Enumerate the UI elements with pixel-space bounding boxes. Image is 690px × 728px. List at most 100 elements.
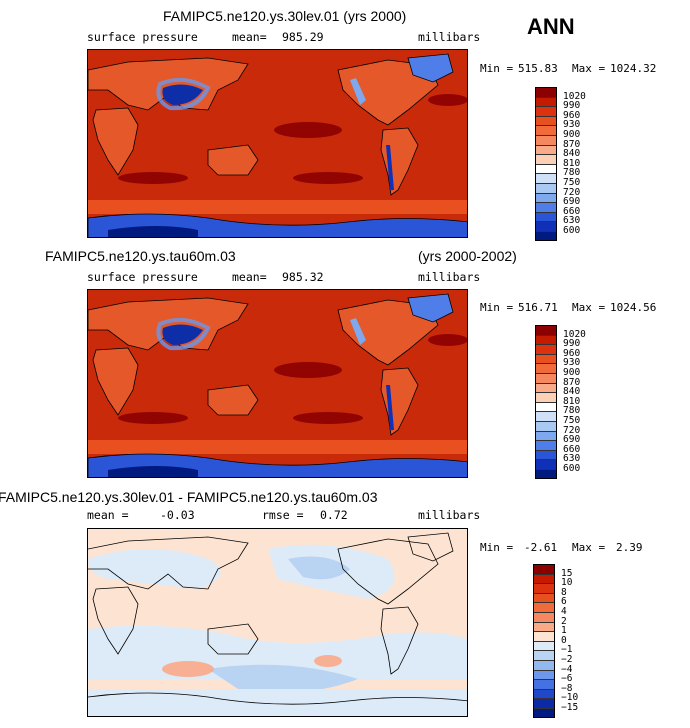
season-label: ANN: [527, 14, 575, 39]
panel3-map: [87, 528, 468, 717]
colorbar-swatch: [533, 564, 555, 574]
colorbar-swatch: [535, 87, 557, 97]
colorbar-tick-label: 1020: [563, 328, 586, 340]
colorbar-tick-label: 660: [563, 443, 581, 455]
panel3-rmse-label: rmse =: [262, 508, 304, 522]
coast-greenland: [407, 532, 454, 562]
panel3-title: FAMIPC5.ne120.ys.30lev.01 - FAMIPC5.ne12…: [0, 489, 378, 505]
colorbar-swatch: [533, 660, 555, 670]
panel2-map-svg: [88, 290, 467, 477]
panel1-mean-value: 985.29: [282, 30, 324, 44]
colorbar-swatch: [535, 96, 557, 107]
southern-ocean-low: [88, 200, 467, 214]
colorbar-tick-label: 900: [563, 367, 581, 378]
colorbar-swatch: [535, 202, 557, 212]
colorbar-tick-label: 1020: [563, 90, 586, 102]
colorbar-swatch: [535, 430, 557, 441]
colorbar-tick-label: 840: [563, 386, 581, 398]
australia-land: [207, 144, 259, 176]
colorbar-swatch: [535, 192, 557, 203]
panel2-mean-label: mean=: [232, 270, 267, 284]
subtropical-high-pacific: [274, 122, 342, 138]
colorbar-tick-label: 660: [563, 205, 581, 217]
colorbar-swatch: [533, 621, 555, 632]
coast-eurasia: [88, 536, 249, 590]
panel2-years: (yrs 2000-2002): [418, 248, 517, 264]
panel2-min-value: 516.71: [518, 301, 558, 314]
colorbar-swatch: [535, 469, 557, 479]
tibet-plateau: [162, 324, 203, 345]
panel3-mean-label: mean =: [87, 508, 129, 522]
colorbar-swatch: [533, 708, 555, 718]
tibet-rim: [156, 77, 211, 111]
colorbar-swatch: [535, 401, 557, 412]
subtropical-high-south-pacific: [293, 412, 363, 424]
colorbar-frame: [535, 325, 557, 479]
colorbar-swatch: [533, 592, 555, 603]
subtropical-high-atlantic: [428, 334, 467, 346]
colorbar-swatch: [535, 154, 557, 164]
colorbar-tick-label: 930: [563, 357, 581, 369]
diff-negative-antarctic: [88, 689, 467, 716]
colorbar-swatch: [535, 363, 557, 373]
colorbar-swatch: [535, 449, 557, 460]
colorbar-frame: [535, 87, 557, 241]
colorbar-tick-label: 10: [561, 577, 573, 589]
rockies: [350, 78, 366, 105]
colorbar-swatch: [535, 344, 557, 354]
diff-negative-npacific-core: [288, 556, 350, 580]
panel3-map-svg: [88, 529, 467, 716]
colorbar-swatch: [535, 211, 557, 222]
panel1-max-value: 1024.32: [610, 62, 657, 75]
north-america-land: [337, 299, 439, 366]
africa-land: [92, 107, 139, 176]
colorbar-tick-label: 630: [563, 215, 581, 227]
andes: [386, 385, 394, 430]
australia-land: [207, 384, 259, 416]
panel1-mean-label: mean=: [232, 30, 267, 44]
panel1-min-label: Min =: [480, 62, 514, 75]
colorbar-swatch: [535, 106, 557, 116]
panel3-min-label: Min =: [480, 541, 514, 554]
colorbar-tick-label: 780: [563, 405, 581, 417]
colorbar-tick-label: −15: [561, 702, 579, 713]
greenland-land: [407, 293, 454, 323]
colorbar-tick-label: 720: [563, 424, 581, 436]
subtropical-high-indian: [118, 412, 188, 424]
colorbar-tick-label: 15: [561, 567, 573, 579]
panel2-title: FAMIPC5.ne120.ys.tau60m.03: [45, 248, 236, 264]
panel1-min-value: 515.83: [518, 62, 558, 75]
colorbar-swatch: [533, 688, 555, 699]
colorbar-swatch: [533, 640, 555, 651]
colorbar-tick-label: 720: [563, 186, 581, 198]
africa-land: [92, 347, 139, 416]
colorbar-tick-label: 780: [563, 167, 581, 179]
coast-north-america: [337, 538, 439, 605]
colorbar-swatch: [535, 325, 557, 335]
colorbar-tick-label: 750: [563, 415, 581, 426]
colorbar-swatch: [535, 382, 557, 393]
colorbar-swatch: [533, 612, 555, 622]
colorbar-tick-label: 900: [563, 129, 581, 140]
colorbar-tick-label: 630: [563, 453, 581, 465]
colorbar-swatch: [535, 183, 557, 193]
colorbar-swatch: [535, 353, 557, 364]
panel3-max-value: 2.39: [616, 541, 643, 554]
eurasia-land: [88, 297, 249, 351]
subtropical-high-indian: [118, 172, 188, 184]
diff-positive-indian: [162, 661, 214, 677]
panel3-max-label: Max =: [572, 541, 606, 554]
panel2-max-label: Max =: [572, 301, 606, 314]
panel1-units: millibars: [418, 30, 481, 44]
panel2-max-value: 1024.56: [610, 301, 657, 314]
colorbar-tick-label: −2: [561, 654, 573, 665]
colorbar-tick-label: 1: [561, 625, 567, 637]
colorbar-tick-label: 2: [561, 615, 567, 627]
tibet-plateau: [162, 84, 203, 105]
colorbar-swatch: [535, 231, 557, 241]
colorbar-tick-label: 810: [563, 157, 581, 169]
colorbar-tick-label: −8: [561, 682, 573, 694]
colorbar-swatch: [535, 125, 557, 135]
coast-south-america: [380, 606, 419, 675]
colorbar-tick-label: −10: [561, 692, 579, 704]
